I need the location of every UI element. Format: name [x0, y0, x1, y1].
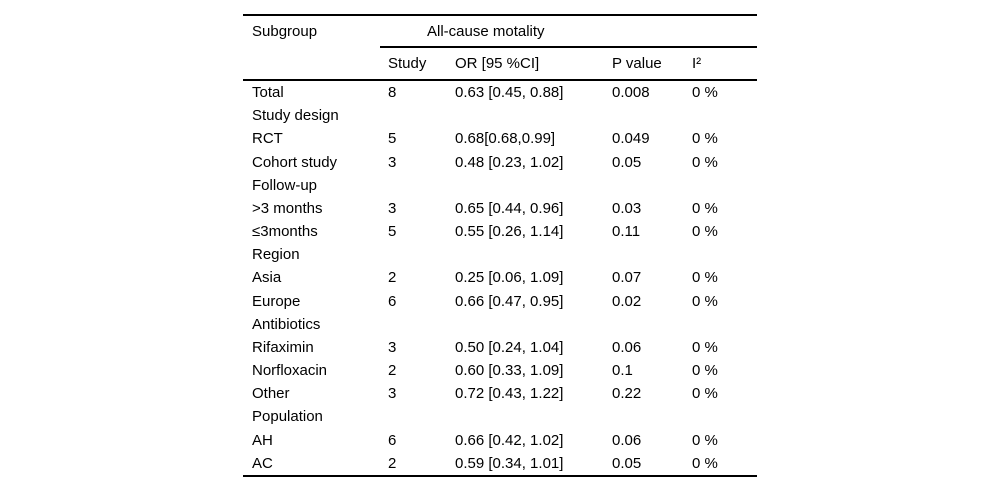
study-count-cell: 2	[388, 454, 397, 472]
or-ci-cell: 0.60 [0.33, 1.09]	[455, 362, 564, 380]
study-count-cell: 3	[388, 338, 397, 356]
group-header-underline-rule	[380, 46, 757, 48]
column-header-or-ci: OR [95 %CI]	[455, 55, 540, 72]
or-ci-cell: 0.50 [0.24, 1.04]	[455, 338, 564, 356]
header-body-divider-rule	[243, 79, 757, 81]
table-row: Norfloxacin 2 0.60 [0.33, 1.09] 0.1 0 %	[243, 359, 757, 382]
table-row: RCT 5 0.68[0.68,0.99] 0.049 0 %	[243, 127, 757, 150]
p-value-cell: 0.05	[612, 153, 642, 171]
or-ci-cell: 0.72 [0.43, 1.22]	[455, 385, 564, 403]
table-row: Population	[243, 405, 757, 428]
subgroup-cell: Follow-up	[252, 176, 318, 194]
subgroup-analysis-table: Subgroup All-cause motality Study OR [95…	[243, 14, 757, 477]
i2-cell: 0 %	[692, 153, 718, 171]
or-ci-cell: 0.59 [0.34, 1.01]	[455, 454, 564, 472]
i2-cell: 0 %	[692, 362, 718, 380]
or-ci-cell: 0.25 [0.06, 1.09]	[455, 269, 564, 287]
i2-cell: 0 %	[692, 431, 718, 449]
table-row: Other 3 0.72 [0.43, 1.22] 0.22 0 %	[243, 382, 757, 405]
column-header-p-value: P value	[612, 55, 662, 72]
or-ci-cell: 0.55 [0.26, 1.14]	[455, 223, 564, 241]
i2-cell: 0 %	[692, 130, 718, 148]
p-value-cell: 0.11	[612, 223, 641, 241]
p-value-cell: 0.049	[612, 130, 650, 148]
or-ci-cell: 0.65 [0.44, 0.96]	[455, 199, 564, 217]
subgroup-cell: AH	[252, 431, 273, 449]
table-row: Europe 6 0.66 [0.47, 0.95] 0.02 0 %	[243, 290, 757, 313]
subgroup-cell: Region	[252, 246, 300, 264]
or-ci-cell: 0.48 [0.23, 1.02]	[455, 153, 564, 171]
table-row: AH 6 0.66 [0.42, 1.02] 0.06 0 %	[243, 429, 757, 452]
table-row: Rifaximin 3 0.50 [0.24, 1.04] 0.06 0 %	[243, 336, 757, 359]
p-value-cell: 0.1	[612, 362, 633, 380]
subgroup-cell: RCT	[252, 130, 283, 148]
i2-cell: 0 %	[692, 454, 718, 472]
subgroup-cell: Cohort study	[252, 153, 338, 171]
subgroup-cell: ≤3months	[252, 223, 318, 241]
study-count-cell: 6	[388, 431, 397, 449]
subgroup-cell: Asia	[252, 269, 282, 287]
i2-cell: 0 %	[692, 385, 718, 403]
table-row: Asia 2 0.25 [0.06, 1.09] 0.07 0 %	[243, 266, 757, 289]
i2-cell: 0 %	[692, 223, 718, 241]
or-ci-cell: 0.66 [0.42, 1.02]	[455, 431, 564, 449]
i2-cell: 0 %	[692, 84, 718, 102]
table-row: >3 months 3 0.65 [0.44, 0.96] 0.03 0 %	[243, 197, 757, 220]
p-value-cell: 0.06	[612, 338, 642, 356]
p-value-cell: 0.22	[612, 385, 642, 403]
table-body: Total 8 0.63 [0.45, 0.88] 0.008 0 % Stud…	[243, 81, 757, 475]
or-ci-cell: 0.68[0.68,0.99]	[455, 130, 556, 148]
table-top-rule	[243, 14, 757, 16]
table-header-row-2: Study OR [95 %CI] P value I²	[243, 48, 757, 79]
table-row: Follow-up	[243, 174, 757, 197]
subgroup-cell: AC	[252, 454, 273, 472]
subgroup-cell: >3 months	[252, 199, 323, 217]
study-count-cell: 2	[388, 362, 397, 380]
table-row: Cohort study 3 0.48 [0.23, 1.02] 0.05 0 …	[243, 151, 757, 174]
table-row: Region	[243, 243, 757, 266]
study-count-cell: 2	[388, 269, 397, 287]
column-group-header-all-cause-mortality: All-cause motality	[427, 22, 545, 40]
table-row: Study design	[243, 104, 757, 127]
study-count-cell: 3	[388, 153, 397, 171]
study-count-cell: 3	[388, 385, 397, 403]
study-count-cell: 3	[388, 199, 397, 217]
column-header-study: Study	[388, 55, 427, 72]
column-header-i2: I²	[692, 55, 702, 72]
i2-cell: 0 %	[692, 269, 718, 287]
study-count-cell: 5	[388, 223, 397, 241]
table-bottom-rule	[243, 474, 757, 477]
column-header-subgroup: Subgroup	[252, 22, 318, 40]
study-count-cell: 6	[388, 292, 397, 310]
i2-cell: 0 %	[692, 199, 718, 217]
p-value-cell: 0.008	[612, 84, 650, 102]
p-value-cell: 0.07	[612, 269, 642, 287]
subgroup-cell: Population	[252, 408, 323, 426]
p-value-cell: 0.03	[612, 199, 642, 217]
table-row: ≤3months 5 0.55 [0.26, 1.14] 0.11 0 %	[243, 220, 757, 243]
p-value-cell: 0.05	[612, 454, 642, 472]
subgroup-cell: Rifaximin	[252, 338, 314, 356]
subgroup-cell: Study design	[252, 107, 339, 125]
study-count-cell: 5	[388, 130, 397, 148]
subgroup-cell: Other	[252, 385, 290, 403]
subgroup-cell: Europe	[252, 292, 301, 310]
p-value-cell: 0.02	[612, 292, 642, 310]
subgroup-cell: Antibiotics	[252, 315, 321, 333]
subgroup-cell: Total	[252, 84, 284, 102]
table-row: AC 2 0.59 [0.34, 1.01] 0.05 0 %	[243, 452, 757, 475]
table-row: Total 8 0.63 [0.45, 0.88] 0.008 0 %	[243, 81, 757, 104]
subgroup-cell: Norfloxacin	[252, 362, 328, 380]
i2-cell: 0 %	[692, 292, 718, 310]
table-header-row-1: Subgroup All-cause motality	[243, 16, 757, 46]
or-ci-cell: 0.63 [0.45, 0.88]	[455, 84, 564, 102]
i2-cell: 0 %	[692, 338, 718, 356]
p-value-cell: 0.06	[612, 431, 642, 449]
table-row: Antibiotics	[243, 313, 757, 336]
or-ci-cell: 0.66 [0.47, 0.95]	[455, 292, 564, 310]
study-count-cell: 8	[388, 84, 397, 102]
